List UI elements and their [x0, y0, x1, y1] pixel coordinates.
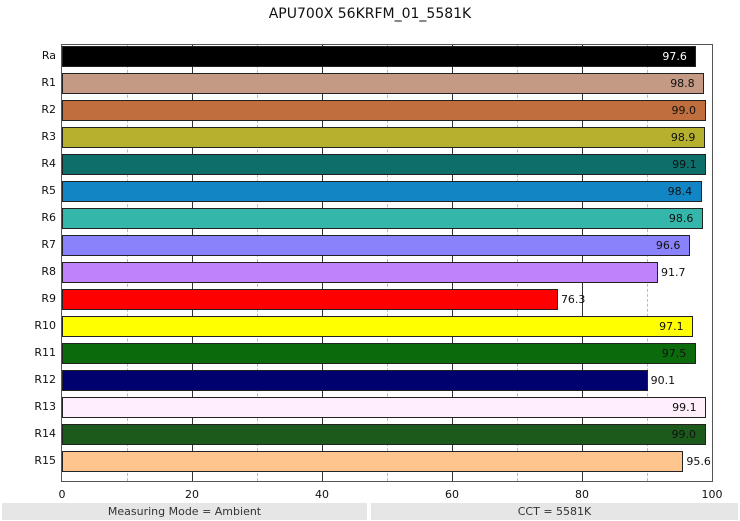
- bar-r12: [62, 370, 648, 391]
- x-tick-label: 100: [701, 488, 723, 501]
- y-tick-label: R8: [41, 265, 56, 278]
- bar-r7: [62, 235, 690, 256]
- bar-r2: [62, 100, 706, 121]
- bar-r4: [62, 154, 707, 175]
- bar-value-label: 98.4: [667, 185, 693, 198]
- measuring-mode-label: Measuring Mode = Ambient: [2, 503, 367, 520]
- bar-r5: [62, 181, 702, 202]
- bar-r15: [62, 451, 684, 472]
- y-tick-label: R11: [34, 346, 56, 359]
- y-tick-label: R15: [34, 454, 56, 467]
- y-tick-label: R14: [34, 427, 56, 440]
- bar-value-label: 99.0: [671, 428, 697, 441]
- x-tick-label: 80: [575, 488, 589, 501]
- y-tick-label: R5: [41, 184, 56, 197]
- x-tick-label: 0: [58, 488, 66, 501]
- bar-r6: [62, 208, 703, 229]
- bar-r8: [62, 262, 659, 283]
- plot-area: 97.6 98.8 99.0 98.9 99.1 98.4 98.6 96.6 91.7 76.3…: [61, 44, 713, 482]
- y-tick-label: R7: [41, 238, 56, 251]
- bar-value-label: 97.1: [659, 320, 684, 333]
- bar-value-label: 99.1: [672, 401, 697, 414]
- y-tick-label: R6: [41, 211, 56, 224]
- bar-value-label: 95.6: [686, 455, 711, 468]
- bar-r9: [62, 289, 558, 310]
- x-tick-label: 20: [185, 488, 199, 501]
- bar-value-label: 76.3: [560, 293, 586, 306]
- bar-value-label: 90.1: [650, 374, 676, 387]
- y-tick-label: R12: [34, 373, 56, 386]
- y-tick-label: R4: [41, 157, 56, 170]
- bar-value-label: 99.1: [672, 158, 697, 171]
- y-tick-label: Ra: [41, 49, 56, 62]
- cct-label: CCT = 5581K: [371, 503, 738, 520]
- y-tick-label: R10: [34, 319, 56, 332]
- y-tick-label: R3: [41, 130, 56, 143]
- bar-value-label: 91.7: [661, 266, 686, 279]
- bar-value-label: 98.6: [668, 212, 694, 225]
- bar-r10: [62, 316, 694, 337]
- x-tick-label: 60: [445, 488, 459, 501]
- y-tick-label: R9: [41, 292, 56, 305]
- y-tick-label: R13: [34, 400, 56, 413]
- bar-value-label: 99.0: [671, 104, 697, 117]
- chart-title: APU700X 56KRFM_01_5581K: [268, 6, 472, 22]
- bar-r13: [62, 397, 707, 418]
- bar-value-label: 97.5: [661, 347, 687, 360]
- bar-ra: [62, 46, 697, 67]
- bar-r11: [62, 343, 696, 364]
- bar-value-label: 96.6: [655, 239, 681, 252]
- bar-value-label: 98.8: [670, 77, 695, 90]
- y-tick-label: R1: [41, 76, 56, 89]
- x-tick-label: 40: [315, 488, 329, 501]
- y-tick-label: R2: [41, 103, 56, 116]
- bar-r3: [62, 127, 705, 148]
- bar-r1: [62, 73, 705, 94]
- bar-value-label: 97.6: [662, 50, 687, 63]
- bar-r14: [62, 424, 706, 445]
- bar-value-label: 98.9: [670, 131, 696, 144]
